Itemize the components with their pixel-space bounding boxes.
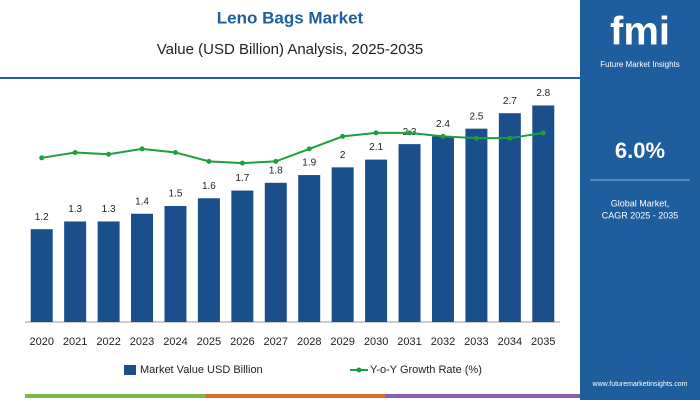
bar: [231, 190, 254, 322]
value-label: 2.8: [536, 88, 550, 99]
x-tick-label: 2026: [230, 336, 254, 348]
cagr-value: 6.0%: [615, 138, 665, 163]
value-label: 1.3: [68, 204, 82, 215]
bar: [365, 159, 388, 322]
growth-point: [139, 146, 145, 152]
website: www.futuremarketinsights.com: [592, 381, 688, 388]
bar: [264, 182, 287, 322]
growth-point: [172, 149, 178, 155]
value-label: 1.2: [35, 212, 49, 223]
bar: [465, 128, 488, 322]
growth-point: [407, 130, 413, 136]
bar: [398, 144, 421, 322]
growth-point: [239, 160, 245, 166]
value-label: 1.7: [235, 173, 249, 184]
growth-point: [440, 133, 446, 139]
value-label: 2: [340, 150, 346, 161]
x-tick-label: 2024: [163, 336, 187, 348]
growth-point: [306, 146, 312, 152]
growth-point: [373, 130, 379, 136]
growth-point: [540, 130, 546, 136]
legend-label: Market Value USD Billion: [140, 364, 263, 376]
chart-title: Leno Bags Market: [217, 8, 364, 27]
value-label: 1.9: [302, 158, 316, 169]
bar: [498, 113, 521, 322]
value-label: 1.3: [102, 204, 116, 215]
x-tick-label: 2033: [464, 336, 488, 348]
bar: [197, 198, 220, 322]
x-tick-label: 2030: [364, 336, 388, 348]
x-tick-label: 2029: [330, 336, 354, 348]
bar: [131, 213, 154, 322]
bar: [164, 206, 187, 322]
bar: [64, 221, 87, 322]
legend-label: Y-o-Y Growth Rate (%): [370, 364, 482, 376]
growth-point: [106, 151, 112, 157]
chart-subtitle: Value (USD Billion) Analysis, 2025-2035: [157, 41, 424, 58]
bar: [298, 175, 321, 322]
bar: [431, 136, 454, 322]
value-label: 2.5: [469, 111, 483, 122]
growth-point: [39, 155, 45, 161]
x-tick-label: 2020: [29, 336, 53, 348]
growth-point: [72, 149, 78, 155]
brand: Future Market Insights: [600, 60, 680, 69]
value-label: 1.4: [135, 196, 149, 207]
x-tick-label: 2021: [63, 336, 87, 348]
growth-point: [340, 133, 346, 139]
cagr-label: Global Market,: [611, 198, 670, 208]
value-label: 1.6: [202, 181, 216, 192]
value-label: 1.5: [169, 189, 183, 200]
growth-point: [473, 135, 479, 141]
x-tick-label: 2027: [264, 336, 288, 348]
value-label: 1.8: [269, 165, 283, 176]
sidebar: [580, 0, 700, 400]
cagr-label: CAGR 2025 - 2035: [602, 210, 679, 220]
bar: [30, 229, 53, 322]
x-tick-label: 2032: [431, 336, 455, 348]
value-label: 2.7: [503, 96, 517, 107]
legend-swatch: [124, 365, 136, 375]
growth-line: [41, 131, 544, 165]
footer-strip: [385, 394, 580, 398]
value-label: 2.1: [369, 142, 383, 153]
x-tick-label: 2022: [96, 336, 120, 348]
bar: [331, 167, 354, 322]
footer-strip: [25, 394, 205, 398]
growth-point: [206, 158, 212, 164]
x-tick-label: 2025: [197, 336, 221, 348]
x-tick-label: 2035: [531, 336, 555, 348]
x-tick-label: 2023: [130, 336, 154, 348]
x-tick-label: 2031: [397, 336, 421, 348]
bar: [532, 105, 555, 322]
growth-point: [507, 135, 513, 141]
legend-swatch: [356, 367, 362, 373]
growth-point: [273, 158, 279, 164]
logo: fmi: [610, 10, 670, 54]
x-tick-label: 2028: [297, 336, 321, 348]
bar: [97, 221, 120, 322]
value-label: 2.4: [436, 119, 450, 130]
footer-strip: [205, 394, 385, 398]
x-tick-label: 2034: [498, 336, 522, 348]
